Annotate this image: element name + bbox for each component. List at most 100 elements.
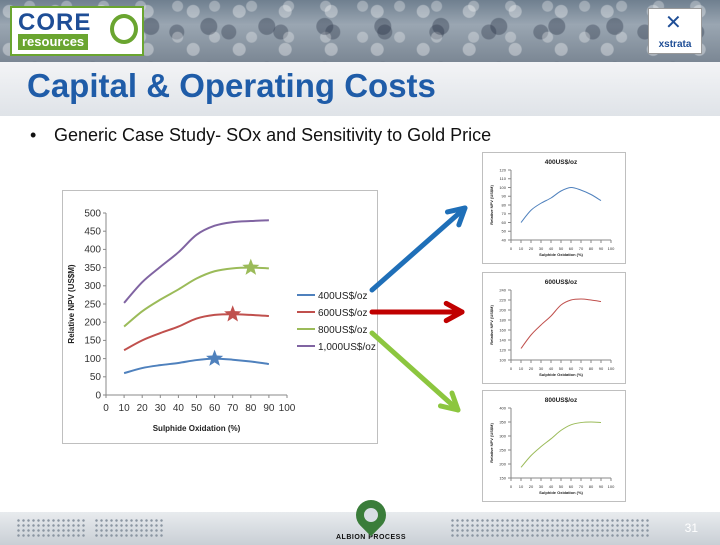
- x-tick-label: 60: [569, 366, 574, 371]
- arrow-red-head: [443, 300, 465, 324]
- legend-label: 600US$/oz: [318, 308, 367, 319]
- y-tick-label: 50: [502, 229, 507, 234]
- y-tick-label: 50: [90, 372, 102, 383]
- x-tick-label: 100: [608, 246, 615, 251]
- x-tick-label: 60: [569, 484, 574, 489]
- y-axis-label-0: Relative NPV (US$M): [67, 264, 76, 343]
- y-tick-label: 200: [499, 307, 506, 312]
- y-tick-label: 150: [84, 336, 101, 347]
- x-tick-label: 70: [579, 484, 584, 489]
- x-tick-label: 30: [539, 484, 544, 489]
- x-tick-label: 80: [589, 246, 594, 251]
- series-line-1,000US$/oz: [123, 219, 269, 304]
- x-tick-label: 70: [579, 366, 584, 371]
- y-tick-label: 400: [499, 405, 506, 410]
- series-line-400US$/oz: [123, 357, 270, 375]
- small-chart-400-frame: 400US$/oz 40 50 60 70 80 90 100 110 120 0 10 20 30 40 5…: [482, 152, 626, 264]
- x-tick-label: 80: [589, 484, 594, 489]
- y-tick-label: 240: [499, 287, 506, 292]
- y-axis-label-1: Relative NPV (US$M): [489, 185, 494, 225]
- x-tick-label: 80: [589, 366, 594, 371]
- legend-label: 1,000US$/oz: [318, 342, 376, 353]
- x-tick-label: 10: [519, 484, 524, 489]
- bullet-icon: •: [30, 125, 37, 145]
- main-chart: 0 50 100 150 200 250 300 350 400 450 500 0 10 20 30 40 5…: [67, 208, 376, 433]
- knot-icon: [110, 14, 138, 44]
- x-tick-label: 20: [529, 366, 534, 371]
- small-chart-800-frame: 800US$/oz 150 200 250 300 350 400 0 10 20 30 40 50 60…: [482, 390, 626, 502]
- albion-process-logo: ALBION PROCESS: [326, 493, 416, 545]
- footer-dots-mid: [94, 518, 164, 538]
- x-tick-label: 20: [529, 246, 534, 251]
- x-axis-label-2: Sulphide Oxidation (%): [539, 372, 583, 377]
- series-line-800US$/oz: [123, 266, 269, 328]
- x-tick-label: 40: [549, 366, 554, 371]
- y-tick-label: 160: [499, 327, 506, 332]
- x-tick-label: 70: [579, 246, 584, 251]
- arrow-blue-shaft: [369, 205, 468, 293]
- x-tick-label: 20: [137, 403, 149, 414]
- x-tick-label: 10: [519, 366, 524, 371]
- y-tick-label: 180: [499, 317, 506, 322]
- x-tick-label: 70: [227, 403, 239, 414]
- xstrata-logo: ✕ xstrata: [648, 8, 702, 54]
- x-tick-label: 80: [245, 403, 257, 414]
- x-tick-label: 30: [539, 366, 544, 371]
- x-tick-label: 50: [559, 484, 564, 489]
- y-tick-label: 350: [84, 263, 101, 274]
- star-marker: [242, 258, 260, 275]
- bullet-point: • Generic Case Study- SOx and Sensitivity…: [30, 125, 491, 146]
- y-tick-label: 200: [499, 461, 506, 466]
- x-tick-label: 90: [599, 246, 604, 251]
- x-tick-label: 40: [549, 484, 554, 489]
- series-line-s2: [520, 298, 602, 349]
- chart-title-3: 800US$/oz: [545, 397, 578, 404]
- y-tick-label: 400: [84, 245, 101, 256]
- albion-drop-icon: [349, 493, 393, 537]
- x-tick-label: 60: [569, 246, 574, 251]
- x-tick-label: 0: [103, 403, 109, 414]
- y-tick-label: 40: [502, 237, 507, 242]
- y-tick-label: 100: [499, 185, 506, 190]
- albion-logo-text: ALBION PROCESS: [335, 534, 406, 541]
- xstrata-logo-text: xstrata: [658, 39, 692, 50]
- y-tick-label: 200: [84, 318, 101, 329]
- x-tick-label: 0: [510, 484, 513, 489]
- y-tick-label: 140: [499, 337, 506, 342]
- x-axis-label-0: Sulphide Oxidation (%): [153, 424, 241, 433]
- x-tick-label: 100: [608, 484, 615, 489]
- footer-dots-left: [16, 518, 86, 538]
- x-tick-label: 90: [599, 484, 604, 489]
- y-tick-label: 60: [502, 220, 507, 225]
- x-tick-label: 50: [191, 403, 203, 414]
- logo-resources-text: resources: [18, 34, 89, 50]
- y-tick-label: 70: [502, 211, 507, 216]
- arrow-green-head: [437, 390, 461, 413]
- x-tick-label: 30: [539, 246, 544, 251]
- chart-title-1: 400US$/oz: [545, 159, 578, 166]
- y-tick-label: 250: [499, 447, 506, 452]
- y-tick-label: 80: [502, 202, 507, 207]
- title-bar: [0, 62, 720, 116]
- x-tick-label: 0: [510, 246, 513, 251]
- y-tick-label: 110: [500, 176, 507, 181]
- series-line-s1: [520, 186, 602, 223]
- y-tick-label: 500: [84, 208, 101, 219]
- y-tick-label: 250: [84, 299, 101, 310]
- xstrata-mark-icon: ✕: [665, 12, 682, 34]
- chart-title-2: 600US$/oz: [545, 279, 578, 286]
- arrow-blue-head: [444, 205, 468, 228]
- main-chart-frame: 0 50 100 150 200 250 300 350 400 450 500 0 10 20 30 40 5…: [62, 190, 378, 444]
- y-tick-label: 450: [84, 227, 101, 238]
- small-chart-600: 600US$/oz 100 120 140 160 180 200 220 240 0 10 20 30…: [489, 279, 615, 377]
- y-tick-label: 350: [499, 419, 506, 424]
- series-line-600US$/oz: [123, 313, 269, 352]
- page-number: 31: [684, 521, 698, 535]
- small-chart-800: 800US$/oz 150 200 250 300 350 400 0 10 20 30 40 50 60…: [489, 397, 615, 495]
- x-tick-label: 90: [263, 403, 275, 414]
- x-tick-label: 20: [529, 484, 534, 489]
- y-tick-label: 100: [84, 354, 101, 365]
- x-tick-label: 50: [559, 246, 564, 251]
- y-tick-label: 0: [95, 390, 101, 401]
- star-marker: [224, 305, 242, 322]
